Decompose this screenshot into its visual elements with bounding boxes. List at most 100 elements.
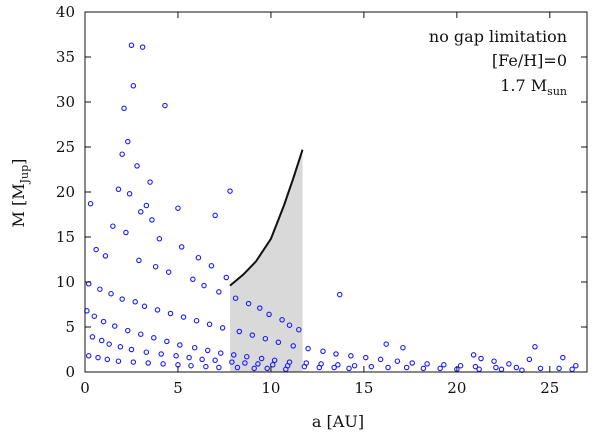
ticks-layer: 0 5 10 15 20 25 0 5 10 15 20 25 30 35 40 [56, 3, 587, 397]
data-point [152, 263, 159, 270]
data-point [104, 356, 111, 363]
data-point [206, 321, 213, 328]
y-axis-title-main: M [M [9, 183, 28, 227]
data-point [191, 344, 198, 351]
data-point [301, 363, 308, 370]
data-point [102, 253, 109, 259]
data-point [162, 102, 168, 109]
data-point [154, 307, 161, 313]
data-point [251, 365, 257, 372]
x-axis-title: a [AU] [312, 412, 364, 431]
data-point [136, 257, 142, 264]
data-point [212, 212, 218, 219]
data-point [87, 200, 94, 207]
y-tick-label: 5 [65, 318, 75, 336]
data-point [470, 352, 477, 358]
data-point [296, 326, 302, 333]
data-point [138, 331, 144, 337]
data-point [537, 365, 544, 372]
data-point [385, 364, 391, 371]
data-point [290, 343, 296, 349]
data-point [93, 246, 99, 253]
annotation-stellar-mass-sub: sun [547, 85, 567, 98]
x-tick-label: 5 [173, 379, 183, 397]
y-tick-label: 0 [65, 363, 75, 381]
annotation-stellar-mass-main: 1.7 M [500, 76, 547, 95]
data-point [128, 346, 135, 353]
data-point [362, 354, 369, 361]
data-point [164, 338, 170, 345]
data-point [112, 323, 118, 329]
data-point [132, 299, 138, 305]
data-point [569, 366, 575, 373]
data-point [244, 353, 250, 360]
data-point [147, 179, 153, 185]
data-point [506, 361, 512, 367]
data-point [230, 352, 237, 358]
x-tick-label: 0 [80, 379, 90, 397]
data-point [160, 361, 166, 367]
data-point [89, 334, 96, 340]
x-tick-label: 20 [447, 379, 466, 397]
data-point [108, 290, 114, 297]
data-point [270, 362, 276, 368]
data-point [394, 358, 401, 364]
data-point [151, 335, 157, 341]
data-point [331, 364, 337, 371]
data-point [186, 354, 192, 361]
data-point [409, 360, 415, 366]
data-point [348, 353, 354, 359]
data-point [424, 361, 430, 367]
x-tick-label: 15 [354, 379, 373, 397]
y-tick-label: 10 [56, 273, 75, 291]
data-point [158, 351, 164, 357]
data-point [257, 305, 263, 311]
data-point [255, 361, 261, 367]
y-tick-label: 20 [56, 183, 75, 201]
data-point [493, 364, 499, 371]
data-point [130, 359, 137, 365]
data-point [223, 274, 230, 281]
data-point [400, 344, 406, 351]
data-point [573, 362, 579, 369]
data-point [335, 362, 341, 368]
data-point [180, 314, 187, 320]
data-point [177, 342, 183, 348]
data-point [125, 138, 131, 145]
curve-line [229, 149, 304, 287]
data-point [188, 362, 194, 369]
y-tick-label: 30 [56, 93, 75, 111]
data-point [219, 325, 226, 331]
data-point [420, 365, 427, 372]
data-point [232, 295, 239, 301]
data-point [134, 163, 140, 169]
data-point [441, 362, 447, 368]
data-point [216, 289, 222, 295]
data-point [100, 318, 107, 325]
y-tick-label: 40 [56, 3, 75, 21]
data-point [227, 188, 233, 194]
data-point [208, 263, 215, 269]
data-point [560, 354, 566, 361]
data-point [201, 282, 207, 289]
data-point [377, 356, 384, 363]
data-point [556, 365, 562, 372]
data-point [236, 328, 243, 335]
y-axis-title-sub: Jup [18, 165, 31, 185]
data-point [173, 353, 179, 359]
data-point [212, 357, 218, 364]
data-point [106, 341, 112, 347]
data-point [115, 358, 122, 364]
data-point [130, 83, 137, 89]
curve-layer [229, 149, 304, 287]
data-point [190, 276, 196, 283]
data-point [193, 317, 200, 324]
data-point [368, 363, 375, 370]
data-point [526, 356, 533, 363]
data-point [95, 354, 101, 361]
data-point [333, 351, 339, 357]
data-point [513, 364, 520, 371]
data-point [175, 205, 181, 211]
